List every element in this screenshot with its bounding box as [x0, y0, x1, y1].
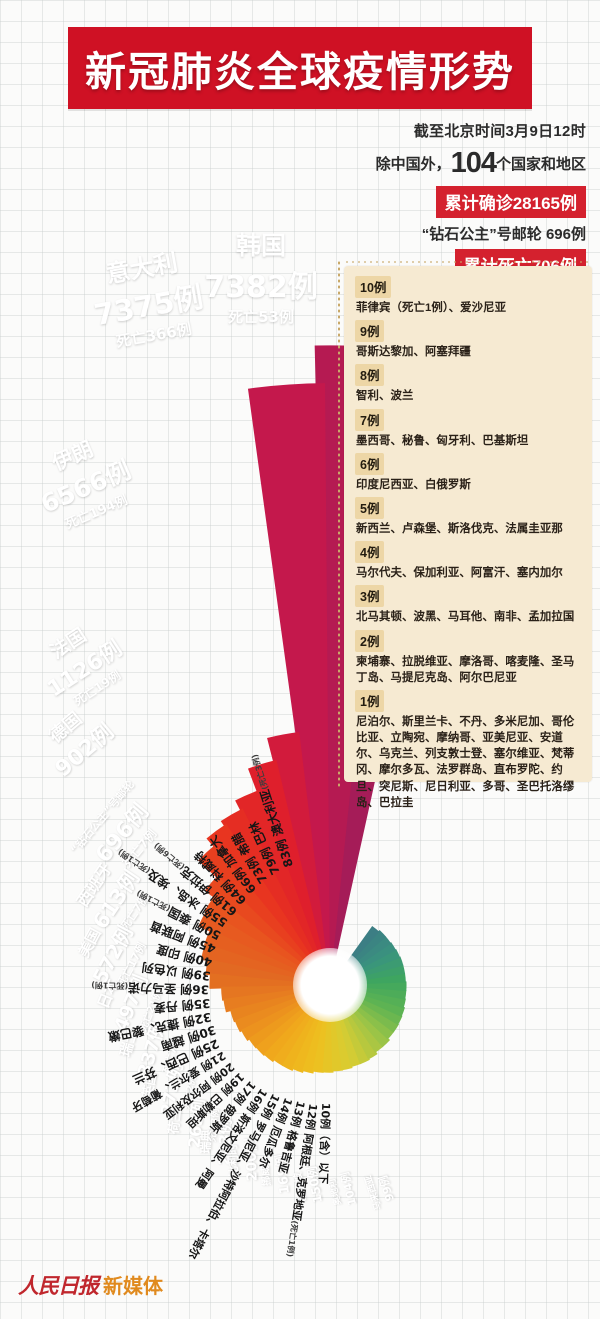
list-group: 4例马尔代夫、保加利亚、阿富汗、塞内加尔 — [355, 541, 582, 581]
chart-wedge — [255, 997, 317, 1056]
chart-wedge — [204, 895, 315, 975]
chart-wedge — [281, 1002, 323, 1072]
list-group-badge: 7例 — [355, 408, 385, 431]
list-group-badge: 9例 — [355, 320, 385, 343]
list-group-badge: 6例 — [355, 452, 385, 475]
chart-wedge — [234, 991, 313, 1033]
list-group: 10例菲律宾（死亡1例）、爱沙尼亚 — [355, 276, 582, 316]
chart-wedge — [200, 943, 312, 982]
panel-dotted-border-top — [344, 260, 592, 264]
country-count-value: 104 — [450, 147, 497, 179]
chart-wedge — [204, 875, 316, 973]
chart-wedge — [206, 823, 320, 970]
chart-wedge — [205, 959, 311, 984]
list-group: 7例墨西哥、秘鲁、匈牙利、巴基斯坦 — [355, 408, 582, 449]
list-group: 8例智利、波兰 — [355, 364, 582, 404]
list-group: 3例北马其顿、波黑、马耳他、南非、孟加拉国 — [355, 585, 582, 625]
header-stats: 截至北京时间3月9日12时 除中国外，104个国家和地区 累计确诊28165例 … — [256, 120, 586, 281]
list-group: 1例尼泊尔、斯里兰卡、不丹、多米尼加、哥伦比亚、立陶宛、摩纳哥、亚美尼亚、安道尔… — [355, 689, 582, 811]
list-group: 6例印度尼西亚、白俄罗斯 — [355, 452, 582, 493]
list-group-badge: 2例 — [355, 629, 385, 652]
chart-wedge — [273, 1000, 320, 1067]
panel-body: 10例 菲律宾（死亡1例）、爱沙尼亚 9例 哥斯达黎加、阿塞拜疆 8例 智利、波兰 7例 墨西… — [355, 276, 582, 811]
chart-wedge — [240, 994, 314, 1042]
list-group-countries: 墨西哥、秘鲁、匈牙利、巴基斯坦 — [356, 434, 529, 447]
list-group-badge: 3例 — [355, 585, 385, 608]
cruise-line: “钻石公主”号邮轮 696例 — [421, 226, 586, 243]
title-banner: 新冠肺炎全球疫情形势 — [68, 27, 532, 109]
confirmed-badge: 累计确诊28165例 — [435, 186, 586, 218]
list-group: 2例柬埔寨、拉脱维亚、摩洛哥、喀麦隆、圣马丁岛、马提尼克岛、阿尔巴尼亚 — [355, 629, 582, 686]
brand-people-daily: 人民日报 — [18, 1273, 99, 1298]
list-group-badge: 4例 — [355, 541, 385, 564]
chart-wedge — [291, 1003, 325, 1073]
list-group-badge: 5例 — [355, 496, 385, 519]
list-group-countries: 柬埔寨、拉脱维亚、摩洛哥、喀麦隆、圣马丁岛、马提尼克岛、阿尔巴尼亚 — [356, 655, 575, 684]
list-group-countries: 智利、波兰 — [356, 390, 414, 403]
low-count-country-panel: 10例 菲律宾（死亡1例）、爱沙尼亚 9例 哥斯达黎加、阿塞拜疆 8例 智利、波兰 7例 墨西… — [337, 260, 592, 809]
page-title: 新冠肺炎全球疫情形势 — [85, 48, 515, 96]
list-group-countries: 马尔代夫、保加利亚、阿富汗、塞内加尔 — [356, 567, 563, 580]
country-count-prefix: 除中国外， — [375, 156, 451, 173]
chart-center-hole — [293, 948, 367, 1022]
list-group-countries: 新西兰、卢森堡、斯洛伐克、法属圭亚那 — [356, 522, 563, 535]
chart-wedge — [248, 995, 315, 1049]
panel-dotted-border-left — [337, 260, 341, 788]
chart-wedge — [204, 929, 312, 979]
chart-wedge — [198, 909, 313, 977]
chart-wedge — [263, 999, 319, 1063]
asof-timestamp: 截至北京时间3月9日12时 — [413, 123, 586, 140]
chart-wedge — [235, 789, 324, 968]
chart-wedge — [209, 973, 311, 989]
chart-wedge — [220, 808, 322, 969]
list-group-countries: 北马其顿、波黑、马耳他、南非、孟加拉国 — [356, 611, 575, 624]
list-group-badge: 8例 — [355, 364, 385, 387]
list-group-badge: 10例 — [355, 276, 392, 298]
list-group-countries: 哥斯达黎加、阿塞拜疆 — [356, 346, 471, 359]
list-group: 5例新西兰、卢森堡、斯洛伐克、法属圭亚那 — [355, 496, 582, 537]
chart-wedge — [302, 1004, 327, 1074]
list-group-countries: 印度尼西亚、白俄罗斯 — [356, 478, 471, 491]
list-group-badge: 1例 — [355, 689, 385, 712]
list-group-countries: 尼泊尔、斯里兰卡、不丹、多米尼加、哥伦比亚、立陶宛、摩纳哥、亚美尼亚、安道尔、乌… — [356, 715, 575, 809]
chart-wedge — [198, 844, 318, 972]
country-count-unit: 个 — [495, 156, 511, 173]
chart-wedge — [230, 989, 312, 1023]
country-count-line: 除中国外，104个国家和地区 — [256, 147, 586, 180]
footer-brand: 人民日报 新媒体 — [18, 1270, 163, 1300]
country-count-tail: 国家和地区 — [510, 156, 586, 173]
list-group-countries: 菲律宾（死亡1例）、爱沙尼亚 — [356, 302, 507, 314]
list-group: 9例哥斯达黎加、阿塞拜疆 — [355, 320, 582, 360]
brand-new-media: 新媒体 — [103, 1274, 163, 1298]
